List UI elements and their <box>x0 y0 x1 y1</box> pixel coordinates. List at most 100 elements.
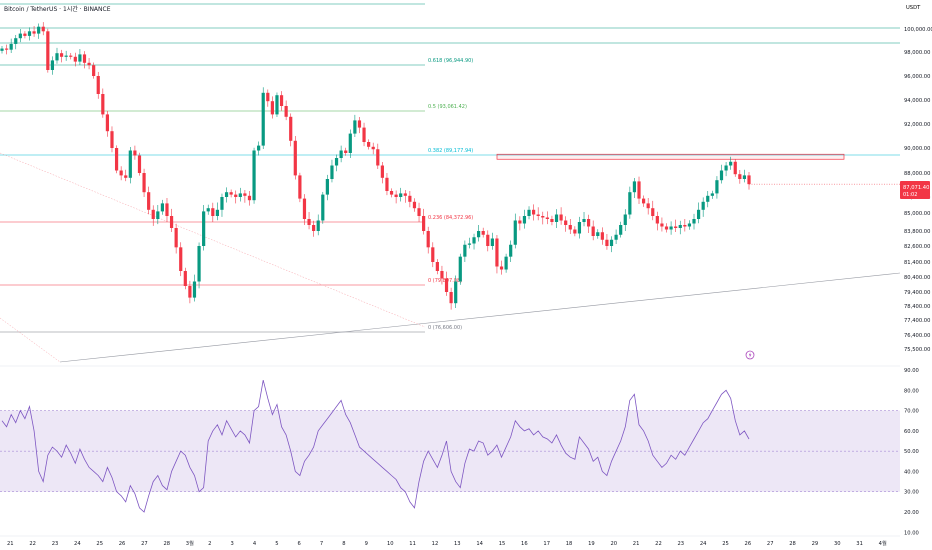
candle <box>96 71 100 99</box>
candle <box>18 29 22 43</box>
candle <box>527 206 531 220</box>
candle <box>330 159 334 183</box>
time-axis-label: 26 <box>119 541 126 547</box>
candle <box>596 229 600 239</box>
candle <box>417 202 421 222</box>
candle <box>747 172 751 190</box>
rsi-indicator[interactable] <box>1 380 750 513</box>
candle <box>14 34 18 50</box>
price-axis-label: 90,000.00 <box>904 146 930 152</box>
candle <box>78 49 82 65</box>
candle <box>678 220 682 235</box>
candle <box>183 267 187 290</box>
candle <box>289 113 293 147</box>
candle <box>545 211 549 225</box>
rsi-axis-label: 40.00 <box>904 469 919 475</box>
candle <box>394 190 398 204</box>
candle <box>568 219 572 234</box>
candle <box>376 143 380 169</box>
candle <box>266 89 270 107</box>
time-axis-label: 22 <box>655 541 662 547</box>
candle <box>458 253 462 285</box>
candle <box>573 226 577 237</box>
candle <box>284 100 288 121</box>
price-axis-label: 96,000.00 <box>904 74 930 80</box>
candle <box>628 186 632 219</box>
candle <box>160 199 164 215</box>
candle <box>619 221 623 238</box>
candle <box>738 170 742 184</box>
candle <box>55 47 59 64</box>
candle <box>220 193 224 217</box>
candle <box>344 147 348 156</box>
candle <box>252 147 256 204</box>
candle <box>463 240 467 262</box>
candle <box>334 154 339 172</box>
candle <box>742 169 747 183</box>
candle <box>412 198 417 212</box>
price-axis-label: 83,800.00 <box>904 229 930 235</box>
time-axis-label: 10 <box>387 541 394 547</box>
candle <box>362 122 366 147</box>
candle <box>499 260 504 275</box>
price-axis-label: 98,000.00 <box>904 50 930 56</box>
candle <box>605 234 609 250</box>
chart-title[interactable]: Bitcoin / TetherUS · 1시간 · BINANCE <box>4 6 111 13</box>
candle <box>257 141 261 156</box>
rsi-axis-label: 80.00 <box>904 388 919 394</box>
candle <box>321 191 325 224</box>
candle <box>389 188 394 198</box>
fib-level-label: 0 (76,606.00) <box>428 325 462 331</box>
trendlines[interactable] <box>0 152 901 363</box>
candle <box>64 50 68 61</box>
candle <box>142 168 146 197</box>
candle <box>600 227 604 245</box>
candle <box>9 38 13 53</box>
ascending-trendline[interactable] <box>59 272 901 363</box>
candle <box>403 190 407 203</box>
descending-trendline[interactable] <box>0 152 426 328</box>
time-axis-label: 28 <box>163 541 170 547</box>
time-axis-label: 30 <box>834 541 841 547</box>
candle <box>550 215 554 226</box>
candle <box>504 253 508 273</box>
time-axis-label: 3 <box>231 541 234 547</box>
candle <box>298 172 302 203</box>
candle <box>92 62 96 79</box>
candle <box>165 197 169 222</box>
candle <box>206 204 210 215</box>
candle <box>339 145 343 163</box>
lightning-icon[interactable] <box>745 350 755 360</box>
candle <box>660 217 664 232</box>
resistance-zone[interactable] <box>496 153 845 160</box>
candle <box>591 220 595 241</box>
candle <box>664 223 669 233</box>
fib-level-label: 0.618 (96,944.90) <box>428 58 473 64</box>
rsi-axis-label: 30.00 <box>904 490 919 496</box>
fibonacci-retracement[interactable]: 0.618 (96,944.90) 0.5 (93,061.42) 0.382 (8… <box>0 3 900 333</box>
candle <box>696 202 701 224</box>
rsi-line <box>1 380 750 513</box>
candle <box>564 216 568 232</box>
descending-trendline-lower[interactable] <box>0 317 61 363</box>
candle <box>316 214 320 236</box>
rsi-axis-label: 10.00 <box>904 530 919 536</box>
candle <box>275 92 279 118</box>
time-axis-label: 23 <box>678 541 685 547</box>
candle <box>710 190 714 199</box>
candle <box>128 147 132 184</box>
candle <box>683 219 687 232</box>
candle <box>701 197 705 217</box>
price-axis-label: 79,400.00 <box>904 290 930 296</box>
candle <box>151 205 155 226</box>
candle <box>426 226 430 254</box>
candle <box>541 211 545 225</box>
time-axis-label: 31 <box>856 541 863 547</box>
price-axis-label: 75,500.00 <box>904 347 930 353</box>
candle <box>124 169 128 182</box>
candle <box>632 178 637 198</box>
candle <box>50 56 55 75</box>
candlestick-series[interactable] <box>0 22 900 310</box>
